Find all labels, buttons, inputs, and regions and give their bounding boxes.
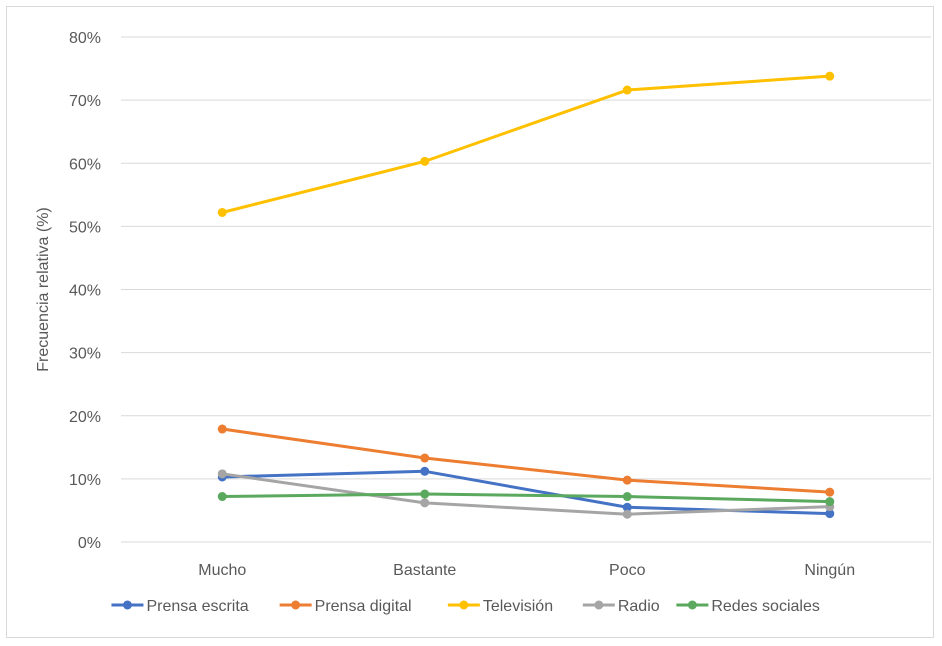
data-point — [420, 156, 430, 166]
x-tick-label: Poco — [609, 562, 646, 579]
legend-swatch-marker — [122, 600, 132, 610]
series-redes-sociales — [217, 489, 835, 507]
series-radio — [217, 469, 835, 519]
data-point — [217, 207, 227, 217]
chart-frame: 0% 10% 20% 30% 40% 50% 60% 70% 80% Mucho Bastante… — [6, 6, 934, 638]
x-tick-label: Bastante — [393, 562, 456, 579]
legend-swatch-marker — [594, 600, 604, 610]
data-point — [622, 502, 632, 512]
data-point — [217, 424, 227, 434]
gridlines — [121, 36, 931, 543]
line-chart: 0% 10% 20% 30% 40% 50% 60% 70% 80% Mucho Bastante… — [35, 30, 931, 615]
y-tick-label: 30% — [69, 346, 101, 363]
data-point — [825, 509, 835, 519]
data-point — [217, 492, 227, 502]
data-point — [622, 492, 632, 502]
data-point — [622, 475, 632, 485]
data-point — [420, 489, 430, 499]
data-point — [420, 453, 430, 463]
legend-item: Prensa digital — [279, 598, 412, 615]
y-tick-label: 70% — [69, 93, 101, 110]
series-line — [221, 74, 830, 214]
data-point — [825, 497, 835, 507]
x-tick-label: Mucho — [198, 562, 246, 579]
data-point — [217, 469, 227, 479]
y-tick-label: 80% — [69, 30, 101, 47]
x-tick-label: Ningún — [804, 562, 855, 579]
y-tick-label: 60% — [69, 156, 101, 173]
legend-item: Televisión — [447, 598, 553, 615]
series-line — [222, 427, 830, 494]
series-prensa-digital — [217, 424, 835, 497]
y-tick-label: 10% — [69, 472, 101, 489]
data-point — [622, 509, 632, 519]
legend-swatch-marker — [459, 600, 469, 610]
y-tick-label: 20% — [69, 409, 101, 426]
legend-item: Prensa escrita — [111, 598, 249, 615]
legend-item: Redes sociales — [676, 598, 820, 615]
data-point — [825, 71, 835, 81]
y-axis-title: Frecuencia relativa (%) — [35, 207, 52, 372]
series-televisión — [217, 71, 835, 217]
legend: Prensa escrita Prensa digital Televisión Ra… — [111, 598, 820, 615]
y-tick-labels: 0% 10% 20% 30% 40% 50% 60% 70% 80% — [69, 30, 101, 552]
series-line — [222, 492, 830, 504]
legend-label: Televisión — [483, 598, 553, 615]
data-point — [420, 466, 430, 476]
series-group — [217, 71, 835, 519]
data-point — [825, 487, 835, 497]
y-tick-label: 40% — [69, 283, 101, 300]
data-point — [420, 498, 430, 508]
legend-label: Radio — [618, 598, 660, 615]
series-line — [222, 472, 830, 516]
legend-item: Radio — [582, 598, 660, 615]
legend-label: Redes sociales — [711, 598, 820, 615]
legend-label: Prensa escrita — [146, 598, 248, 615]
legend-swatch-marker — [291, 600, 301, 610]
data-point — [622, 85, 632, 95]
y-tick-label: 50% — [69, 219, 101, 236]
legend-swatch-marker — [687, 600, 697, 610]
y-tick-label: 0% — [78, 535, 101, 552]
x-tick-labels: Mucho Bastante Poco Ningún — [198, 562, 855, 579]
legend-label: Prensa digital — [315, 598, 412, 615]
